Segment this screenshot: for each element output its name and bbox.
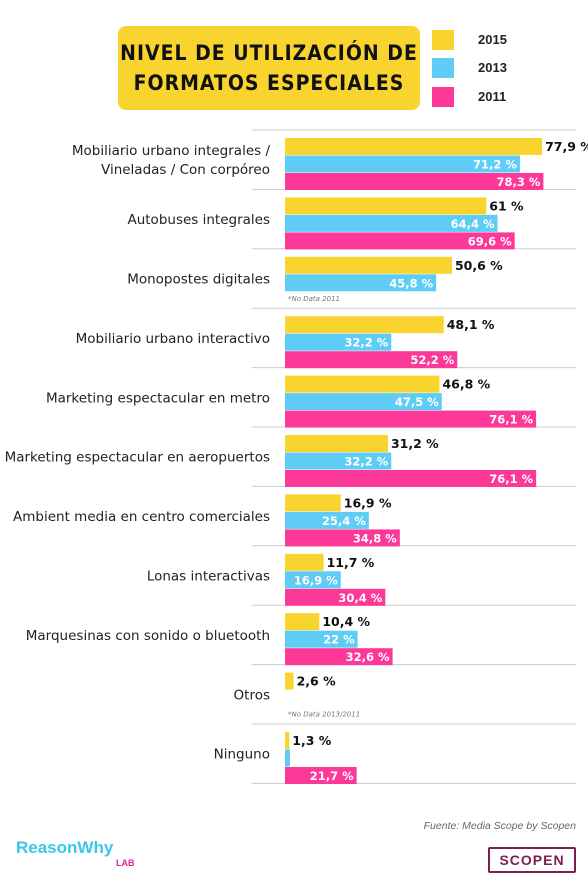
bar-2011: [285, 351, 458, 369]
category-label: Marquesinas con sonido o bluetooth: [26, 628, 270, 644]
bar-chart: Mobiliario urbano integrales / Vineladas …: [5, 129, 588, 784]
value-label-2013: 32,2 %: [344, 336, 388, 350]
bar-2015: [285, 613, 320, 631]
legend-label-2011: 2011: [478, 89, 507, 104]
bar-2015: [285, 197, 487, 215]
legend-label-2013: 2013: [478, 60, 507, 75]
category-label: Marketing espectacular en metro: [46, 390, 270, 406]
bar-2015: [285, 732, 290, 749]
bar-2013: [285, 274, 437, 292]
legend-label-2015: 2015: [478, 32, 507, 47]
bar-2013: [285, 511, 369, 529]
value-label-2013: 64,4 %: [451, 217, 495, 231]
chart-title-box: NIVEL DE UTILIZACIÓN DE FORMATOS ESPECIA…: [118, 26, 420, 110]
value-label-2011: 76,1 %: [489, 472, 533, 486]
category-label: Autobuses integrales: [127, 212, 270, 228]
value-label-2011: 32,6 %: [346, 650, 390, 664]
bar-2011: [285, 232, 515, 250]
value-label-2013: 25,4 %: [322, 514, 366, 528]
bar-2015: [285, 435, 388, 452]
no-data-note: *No Data 2011: [288, 295, 340, 303]
bar-2015: [285, 138, 543, 155]
category-label: Marketing espectacular en aeropuertos: [5, 450, 270, 466]
category-label: Ambient media en centro comerciales: [13, 509, 270, 525]
chart-title-line1: NIVEL DE UTILIZACIÓN DE: [120, 41, 418, 65]
legend-swatch-2015: [432, 30, 454, 50]
category-label: Monopostes digitales: [127, 272, 270, 288]
bar-2013: [285, 393, 442, 411]
category-label: Mobiliario urbano interactivo: [76, 331, 270, 347]
bar-2015: [285, 494, 341, 512]
chart-title-line2: FORMATOS ESPECIALES: [133, 71, 405, 95]
value-label-2011: 34,8 %: [353, 531, 397, 545]
scopen-logo: SCOPEN: [488, 847, 576, 873]
no-data-note: *No Data 2013/2011: [288, 711, 360, 719]
value-label-2013: 71,2 %: [473, 158, 517, 172]
value-label-2013: 45,8 %: [389, 276, 433, 290]
bar-2013: [285, 214, 498, 232]
value-label-2011: 52,2 %: [410, 353, 454, 367]
value-label-2015: 16,9 %: [344, 495, 392, 510]
category-label: Lonas interactivas: [147, 569, 270, 585]
bar-2011: [285, 173, 544, 190]
bar-2011: [285, 470, 537, 487]
bar-2011: [285, 648, 393, 666]
legend-swatch-2011: [432, 87, 454, 107]
category-label: Mobiliario urbano integrales /: [72, 143, 271, 159]
value-label-2015: 10,4 %: [322, 614, 370, 629]
bar-2011: [285, 529, 400, 547]
category-label: Vineladas / Con corpóreo: [101, 162, 270, 178]
value-label-2011: 78,3 %: [496, 175, 540, 189]
category-label: Otros: [234, 687, 270, 703]
bar-2015: [285, 672, 294, 690]
value-label-2013: 22 %: [323, 633, 355, 647]
value-label-2015: 61 %: [489, 198, 524, 213]
value-label-2013: 16,9 %: [294, 573, 338, 587]
value-label-2011: 69,6 %: [468, 234, 512, 248]
source-note: Fuente: Media Scope by Scopen: [423, 820, 576, 832]
bar-2013: [285, 630, 358, 648]
bar-2015: [285, 553, 324, 571]
reasonwhy-logo: ReasonWhy: [16, 838, 114, 857]
bar-2013: [285, 333, 392, 351]
bar-2015: [285, 375, 440, 393]
value-label-2015: 2,6 %: [297, 674, 336, 689]
bar-2013: [285, 155, 520, 173]
bar-2011: [285, 588, 386, 606]
bar-2011: [285, 410, 537, 428]
legend-swatch-2013: [432, 58, 454, 78]
bar-2013: [285, 571, 341, 589]
value-label-2015: 11,7 %: [327, 555, 375, 570]
bar-2013: [285, 749, 290, 767]
value-label-2011: 30,4 %: [338, 591, 382, 605]
category-label: Ninguno: [214, 747, 270, 763]
value-label-2015: 31,2 %: [391, 436, 439, 451]
reasonwhy-lab-logo: LAB: [116, 858, 135, 868]
value-label-2015: 46,8 %: [442, 377, 490, 392]
bar-2011: [285, 767, 357, 784]
value-label-2013: 47,5 %: [395, 395, 439, 409]
bar-2013: [285, 452, 392, 470]
value-label-2013: 32,2 %: [344, 455, 388, 469]
value-label-2015: 48,1 %: [447, 317, 495, 332]
value-label-2011: 21,7 %: [310, 769, 354, 783]
bar-2015: [285, 256, 452, 274]
value-label-2015: 1,3 %: [292, 733, 331, 748]
value-label-2015: 77,9 %: [545, 139, 588, 154]
value-label-2015: 50,6 %: [455, 258, 503, 273]
value-label-2011: 76,1 %: [489, 413, 533, 427]
bar-2015: [285, 316, 444, 334]
